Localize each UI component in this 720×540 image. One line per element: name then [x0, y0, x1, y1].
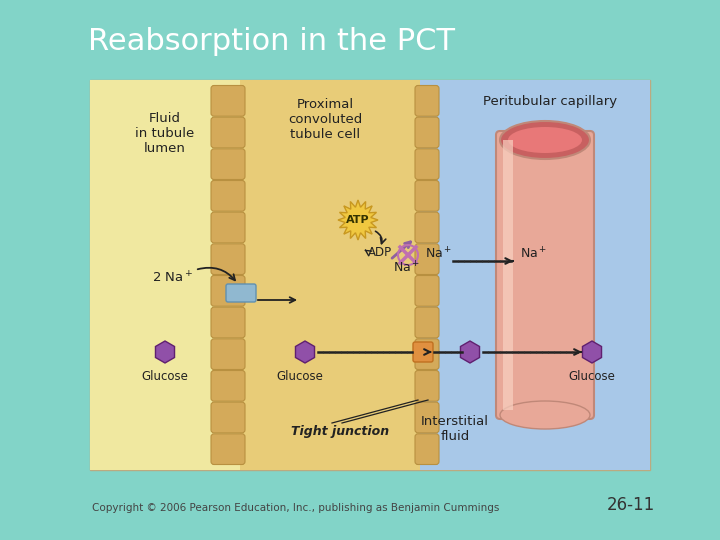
- Text: Na$^+$: Na$^+$: [393, 260, 420, 275]
- FancyBboxPatch shape: [211, 85, 245, 116]
- FancyBboxPatch shape: [211, 275, 245, 306]
- FancyBboxPatch shape: [415, 117, 439, 148]
- Bar: [503, 140, 513, 410]
- Polygon shape: [461, 341, 480, 363]
- Text: ATP: ATP: [346, 215, 370, 225]
- FancyBboxPatch shape: [415, 275, 439, 306]
- Bar: [420, 80, 650, 470]
- FancyBboxPatch shape: [211, 244, 245, 274]
- FancyBboxPatch shape: [211, 339, 245, 369]
- FancyBboxPatch shape: [211, 402, 245, 433]
- Polygon shape: [582, 341, 601, 363]
- Text: Fluid
in tubule
lumen: Fluid in tubule lumen: [135, 112, 194, 155]
- FancyBboxPatch shape: [415, 180, 439, 211]
- FancyBboxPatch shape: [415, 434, 439, 464]
- Text: Copyright © 2006 Pearson Education, Inc., publishing as Benjamin Cummings: Copyright © 2006 Pearson Education, Inc.…: [92, 503, 500, 513]
- FancyBboxPatch shape: [211, 434, 245, 464]
- FancyBboxPatch shape: [415, 370, 439, 401]
- Text: Peritubular capillary: Peritubular capillary: [483, 95, 617, 108]
- Text: Na$^+$: Na$^+$: [520, 246, 547, 262]
- Text: Tight junction: Tight junction: [291, 425, 389, 438]
- FancyBboxPatch shape: [415, 307, 439, 338]
- Ellipse shape: [500, 401, 590, 429]
- Text: 26-11: 26-11: [607, 496, 655, 514]
- Text: Glucose: Glucose: [569, 370, 616, 383]
- FancyBboxPatch shape: [211, 117, 245, 148]
- Text: Reabsorption in the PCT: Reabsorption in the PCT: [88, 28, 455, 57]
- Ellipse shape: [508, 127, 582, 153]
- Text: Na$^+$: Na$^+$: [425, 246, 452, 262]
- FancyBboxPatch shape: [211, 307, 245, 338]
- FancyBboxPatch shape: [496, 131, 594, 419]
- Bar: [90, 80, 650, 470]
- FancyBboxPatch shape: [211, 149, 245, 179]
- FancyBboxPatch shape: [415, 402, 439, 433]
- FancyBboxPatch shape: [415, 85, 439, 116]
- FancyBboxPatch shape: [415, 244, 439, 274]
- FancyBboxPatch shape: [211, 370, 245, 401]
- Text: Glucose: Glucose: [276, 370, 323, 383]
- Text: 2 Na$^+$: 2 Na$^+$: [153, 271, 194, 286]
- Bar: [240, 80, 420, 470]
- Ellipse shape: [500, 121, 590, 159]
- Text: Proximal
convoluted
tubule cell: Proximal convoluted tubule cell: [288, 98, 362, 141]
- FancyBboxPatch shape: [415, 212, 439, 243]
- Polygon shape: [295, 341, 315, 363]
- Bar: [90, 80, 240, 470]
- FancyBboxPatch shape: [211, 212, 245, 243]
- Text: Interstitial
fluid: Interstitial fluid: [421, 415, 489, 443]
- Polygon shape: [156, 341, 174, 363]
- FancyBboxPatch shape: [211, 180, 245, 211]
- FancyBboxPatch shape: [415, 149, 439, 179]
- Text: ADP: ADP: [368, 246, 392, 259]
- FancyBboxPatch shape: [226, 284, 256, 302]
- Polygon shape: [338, 200, 378, 240]
- FancyBboxPatch shape: [415, 339, 439, 369]
- Text: Glucose: Glucose: [142, 370, 189, 383]
- FancyBboxPatch shape: [413, 342, 433, 362]
